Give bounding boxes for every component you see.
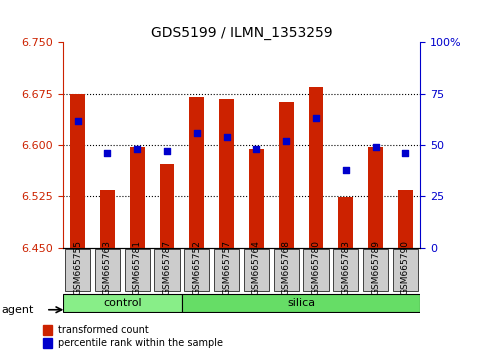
Point xyxy=(342,167,350,173)
Point xyxy=(401,150,409,156)
Bar xyxy=(363,249,388,291)
Point xyxy=(133,147,141,152)
Bar xyxy=(159,164,174,248)
Title: GDS5199 / ILMN_1353259: GDS5199 / ILMN_1353259 xyxy=(151,26,332,40)
Text: silica: silica xyxy=(287,298,315,308)
Bar xyxy=(184,249,210,291)
Text: GSM665752: GSM665752 xyxy=(192,240,201,295)
Text: transformed count: transformed count xyxy=(58,325,149,335)
Bar xyxy=(309,87,324,248)
Bar xyxy=(249,149,264,248)
Point xyxy=(282,138,290,144)
Bar xyxy=(95,249,120,291)
Bar xyxy=(100,190,115,248)
Bar xyxy=(70,94,85,248)
Bar xyxy=(130,147,145,248)
Bar xyxy=(43,325,52,335)
Bar xyxy=(333,249,358,291)
Bar xyxy=(338,197,353,248)
Text: GSM665790: GSM665790 xyxy=(401,240,410,295)
Bar xyxy=(244,249,269,291)
Bar xyxy=(43,338,52,348)
Point xyxy=(253,147,260,152)
Text: GSM665757: GSM665757 xyxy=(222,240,231,295)
Text: GSM665780: GSM665780 xyxy=(312,240,320,295)
Text: GSM665764: GSM665764 xyxy=(252,240,261,295)
Text: GSM665763: GSM665763 xyxy=(103,240,112,295)
Bar xyxy=(273,249,299,291)
Text: percentile rank within the sample: percentile rank within the sample xyxy=(58,338,223,348)
Bar xyxy=(279,102,294,248)
Text: agent: agent xyxy=(1,305,34,315)
Bar xyxy=(189,97,204,248)
Bar xyxy=(63,294,182,312)
Bar xyxy=(368,147,383,248)
Point xyxy=(312,116,320,121)
Bar xyxy=(393,249,418,291)
Bar xyxy=(125,249,150,291)
Point xyxy=(74,118,82,123)
Point xyxy=(372,144,380,150)
Point xyxy=(193,130,201,136)
Text: GSM665789: GSM665789 xyxy=(371,240,380,295)
Text: control: control xyxy=(103,298,142,308)
Text: GSM665755: GSM665755 xyxy=(73,240,82,295)
Point xyxy=(104,150,112,156)
Bar xyxy=(398,190,413,248)
Text: GSM665781: GSM665781 xyxy=(133,240,142,295)
Bar xyxy=(214,249,239,291)
Bar xyxy=(219,99,234,248)
Text: GSM665768: GSM665768 xyxy=(282,240,291,295)
Point xyxy=(163,148,171,154)
Text: GSM665783: GSM665783 xyxy=(341,240,350,295)
Text: GSM665787: GSM665787 xyxy=(163,240,171,295)
Bar xyxy=(303,249,328,291)
Point xyxy=(223,134,230,140)
Bar xyxy=(182,294,420,312)
Bar xyxy=(155,249,180,291)
Bar xyxy=(65,249,90,291)
